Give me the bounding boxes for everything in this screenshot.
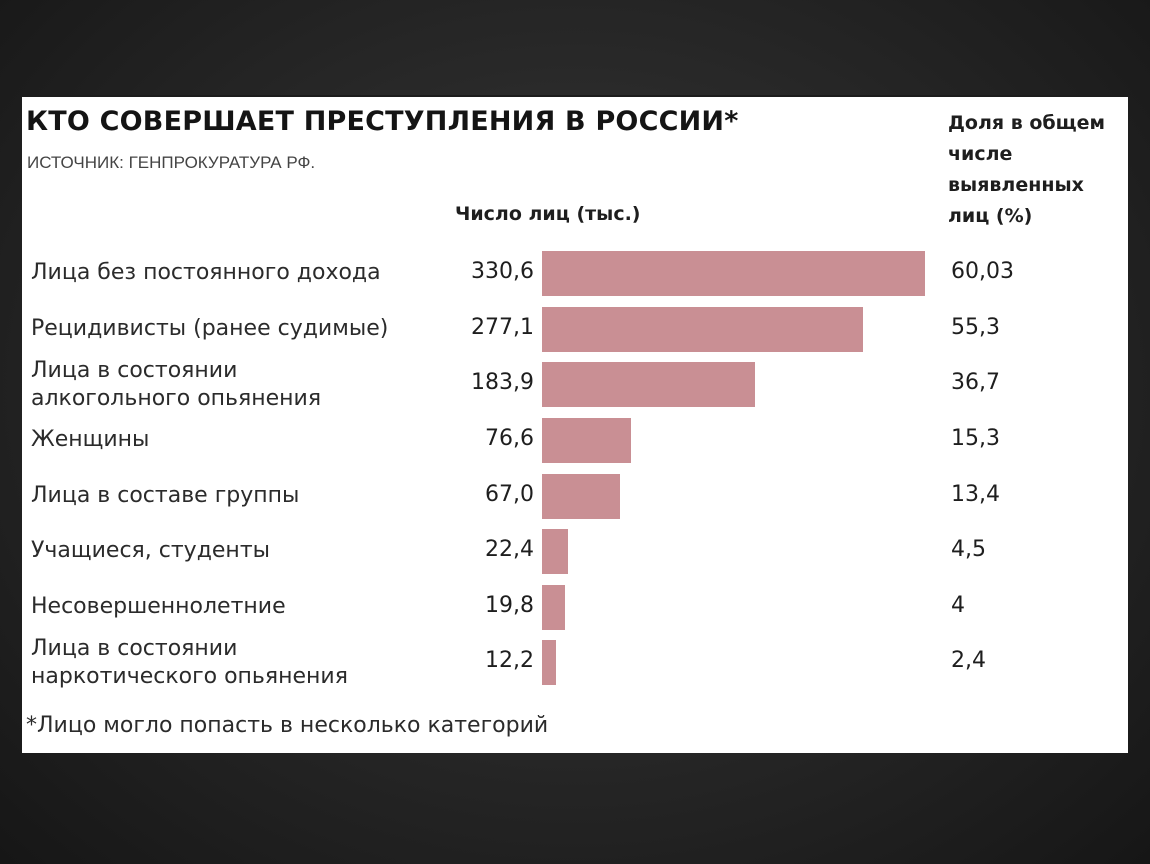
category-label: Женщины: [31, 427, 150, 452]
panel-top-rule: [22, 95, 1128, 98]
share-value-label: 2,4: [951, 648, 986, 673]
bar: [542, 307, 863, 352]
category-label: Лица в состоянии наркотического опьянени…: [31, 636, 348, 689]
chart-footnote: *Лицо могло попасть в несколько категори…: [26, 713, 549, 738]
chart-source: ИСТОЧНИК: ГЕНПРОКУРАТУРА РФ.: [27, 153, 316, 172]
bar: [542, 362, 755, 407]
bar: [542, 418, 631, 463]
category-label: Учащиеся, студенты: [31, 538, 271, 563]
bar: [542, 529, 568, 574]
share-value-label: 60,03: [951, 259, 1014, 284]
share-value-label: 15,3: [951, 426, 1000, 451]
bar-value-label: 19,8: [485, 593, 534, 618]
chart-title: КТО СОВЕРШАЕТ ПРЕСТУПЛЕНИЯ В РОССИИ*: [26, 106, 739, 137]
bar: [542, 585, 565, 630]
share-value-label: 4: [951, 593, 965, 618]
category-label: Рецидивисты (ранее судимые): [31, 316, 389, 341]
bar-value-label: 67,0: [485, 482, 534, 507]
category-label: Несовершеннолетние: [31, 594, 286, 619]
share-value-label: 13,4: [951, 482, 1000, 507]
value-column-header: Число лиц (тыс.): [455, 203, 641, 225]
category-label: Лица в составе группы: [31, 483, 300, 508]
bar: [542, 640, 556, 685]
bar: [542, 474, 620, 519]
bar-value-label: 330,6: [471, 259, 534, 284]
share-value-label: 55,3: [951, 315, 1000, 340]
share-value-label: 36,7: [951, 370, 1000, 395]
bar-value-label: 76,6: [485, 426, 534, 451]
bar-value-label: 183,9: [471, 370, 534, 395]
bar-value-label: 22,4: [485, 537, 534, 562]
bar-value-label: 12,2: [485, 648, 534, 673]
category-label: Лица в состоянии алкогольного опьянения: [31, 358, 322, 411]
share-column-header: Доля в общем числе выявленных лиц (%): [948, 112, 1106, 227]
share-value-label: 4,5: [951, 537, 986, 562]
bar-value-label: 277,1: [471, 315, 534, 340]
category-label: Лица без постоянного дохода: [31, 260, 381, 285]
bar: [542, 251, 925, 296]
